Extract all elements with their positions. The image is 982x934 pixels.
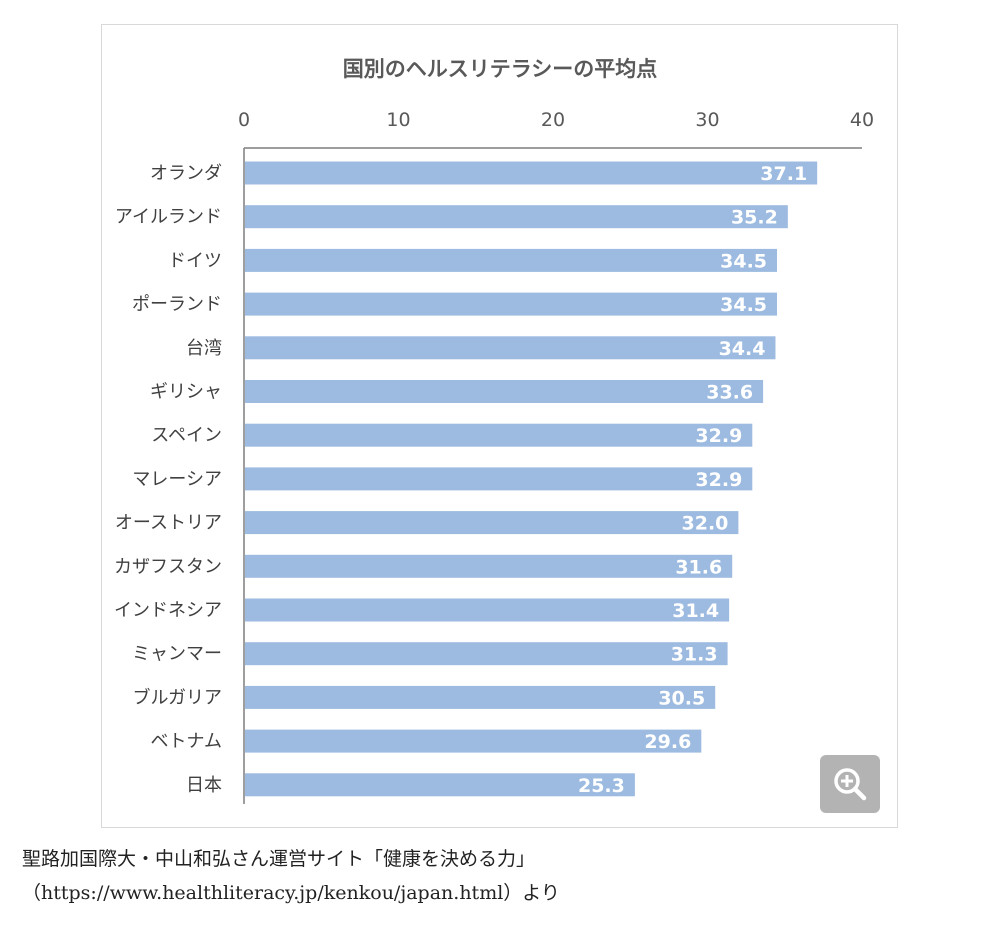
x-axis-ticks: 0 10 20 30 40	[238, 109, 874, 131]
bar-chart: 国別のヘルスリテラシーの平均点 0 10 20 30 40 オランダアイルランドドイツポ…	[114, 57, 874, 804]
category-label: ミャンマー	[132, 644, 222, 665]
chart-frame: 国別のヘルスリテラシーの平均点 0 10 20 30 40 オランダアイルランドドイツポ…	[101, 24, 898, 828]
data-label: 32.9	[695, 469, 742, 491]
data-label: 31.4	[672, 600, 719, 622]
bar	[245, 161, 818, 185]
bar	[245, 380, 764, 403]
data-label: 34.5	[720, 294, 767, 316]
category-label: マレーシア	[132, 469, 222, 490]
data-label: 25.3	[578, 775, 625, 797]
source-caption: 聖路加国際大・中山和弘さん運営サイト「健康を決める力」 （https://www…	[22, 842, 962, 910]
bar	[245, 511, 739, 535]
bar	[245, 248, 778, 272]
x-tick-label: 0	[238, 109, 250, 131]
category-label: 台湾	[186, 338, 222, 359]
category-label: ブルガリア	[133, 686, 222, 708]
caption-line-2: （https://www.healthliteracy.jp/kenkou/ja…	[22, 882, 560, 904]
caption-line-1: 聖路加国際大・中山和弘さん運営サイト「健康を決める力」	[22, 848, 536, 870]
data-label: 31.3	[671, 644, 718, 666]
category-label: ベトナム	[151, 731, 222, 752]
data-label: 30.5	[658, 687, 705, 709]
category-label: スペイン	[151, 425, 222, 446]
category-label: インドネシア	[114, 600, 222, 621]
data-label: 32.9	[695, 425, 742, 447]
data-label: 34.5	[720, 250, 767, 272]
bar	[245, 205, 788, 229]
x-tick-label: 40	[850, 109, 874, 131]
category-label: オランダ	[150, 163, 222, 184]
category-label: カザフスタン	[114, 556, 222, 577]
bar	[245, 642, 728, 666]
zoom-button[interactable]	[820, 755, 880, 813]
category-label: オーストリア	[115, 513, 222, 534]
x-tick-label: 20	[541, 109, 565, 131]
data-label: 35.2	[731, 207, 778, 229]
bar	[245, 685, 716, 709]
category-labels: オランダアイルランドドイツポーランド台湾ギリシャスペインマレーシアオーストリアカ…	[114, 163, 222, 796]
zoom-in-icon	[834, 768, 867, 801]
bar	[245, 423, 753, 447]
bar	[245, 773, 635, 797]
bars	[245, 161, 818, 797]
value-labels: 37.1 35.2 34.5 34.5 34.4 33.6 32.9 32.9 32.0 31.6…	[578, 163, 807, 797]
category-label: ギリシャ	[150, 382, 222, 403]
data-label: 33.6	[706, 382, 753, 404]
chart-title: 国別のヘルスリテラシーの平均点	[343, 57, 658, 81]
category-label: 日本	[186, 775, 222, 796]
data-label: 37.1	[760, 163, 807, 185]
x-tick-label: 30	[695, 109, 719, 131]
data-label: 32.0	[682, 513, 729, 535]
data-label: 34.4	[719, 338, 766, 360]
bar	[245, 729, 702, 753]
x-tick-label: 10	[386, 109, 410, 131]
category-label: ポーランド	[132, 294, 222, 315]
data-label: 31.6	[675, 556, 722, 578]
bar	[245, 554, 733, 578]
bar	[245, 336, 776, 360]
bar	[245, 292, 778, 316]
bar	[245, 467, 753, 491]
category-label: アイルランド	[115, 207, 222, 228]
category-label: ドイツ	[168, 250, 222, 271]
data-label: 29.6	[644, 731, 691, 753]
bar	[245, 598, 730, 622]
